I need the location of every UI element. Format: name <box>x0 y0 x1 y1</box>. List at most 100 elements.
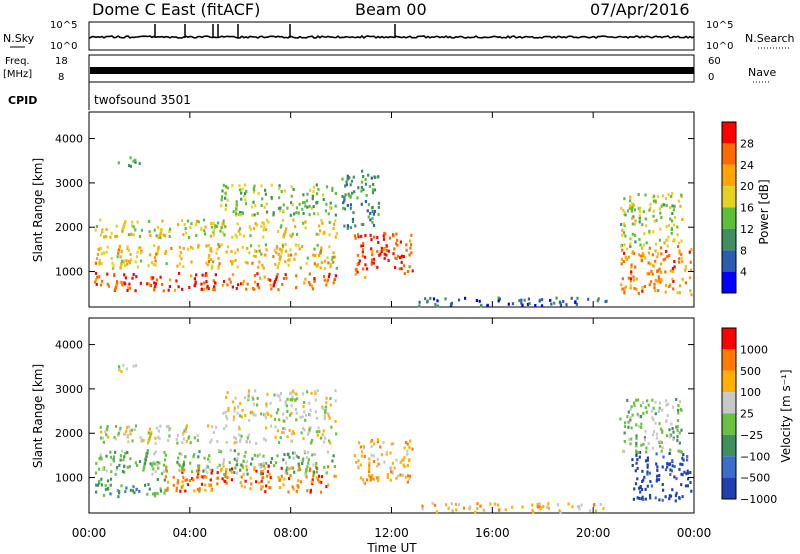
velocity-cell-3 <box>157 435 160 439</box>
power-cell-3 <box>244 198 247 202</box>
power-cell-1 <box>153 256 157 259</box>
velocity-cell-4 <box>324 409 327 413</box>
velocity-cell-8 <box>651 446 655 450</box>
power-cell-5 <box>357 233 360 237</box>
velocity-cell-2 <box>269 460 273 464</box>
velocity-cell-2 <box>98 467 101 471</box>
power-cell-0 <box>94 278 98 282</box>
velocity-cell-2 <box>103 466 106 470</box>
power-cell-0 <box>326 278 329 282</box>
velocity-cell-3 <box>282 427 285 431</box>
power-cell-5 <box>362 241 365 245</box>
velocity-cell-8 <box>680 428 683 432</box>
power-cell-7 <box>678 257 681 261</box>
velocity-cell-4 <box>267 413 270 416</box>
power-cell-2 <box>148 230 151 234</box>
power-cell-3 <box>279 209 282 213</box>
power-cell-1 <box>299 266 302 270</box>
velocity-cell-2 <box>219 450 223 454</box>
power-cell-3 <box>224 196 227 200</box>
velocity-cell-8 <box>644 429 647 433</box>
power-cell-2 <box>285 227 288 231</box>
power-cell-5 <box>356 253 359 257</box>
velocity-cell-1 <box>255 469 258 473</box>
power-cell-1 <box>150 261 153 265</box>
velocity-cell-8 <box>679 450 682 454</box>
power-cell-9 <box>432 297 436 301</box>
velocity-cell-3 <box>235 440 238 444</box>
power-cell-5 <box>398 267 401 271</box>
velocity-cell-9 <box>433 503 437 507</box>
power-cell-8 <box>639 243 642 247</box>
power-cell-5 <box>354 272 357 276</box>
power-cell-1 <box>265 248 268 252</box>
power-cell-0 <box>259 276 262 280</box>
velocity-cell-0 <box>102 493 106 497</box>
velocity-cell-1 <box>198 464 201 468</box>
power-cell-6 <box>367 215 370 219</box>
power-cell-4 <box>117 161 120 165</box>
power-cell-2 <box>237 229 240 233</box>
velocity-cell-9 <box>545 505 548 509</box>
velocity-cell-2 <box>138 460 142 464</box>
velocity-cell-2 <box>289 467 292 470</box>
velocity-cell-6 <box>368 457 371 461</box>
velocity-cell-2 <box>286 472 289 475</box>
velocity-cell-1 <box>260 479 263 483</box>
power-cell-2 <box>281 218 285 222</box>
velocity-cell-7 <box>631 458 634 462</box>
velocity-cell-2 <box>312 470 315 474</box>
freq-band <box>90 67 694 74</box>
power-cell-7 <box>621 277 624 281</box>
power-cell-3 <box>239 211 242 214</box>
velocity-cell-3 <box>278 441 281 445</box>
power-cell-3 <box>304 204 307 208</box>
nsearch-tick-top: 10^5 <box>706 20 733 31</box>
power-cell-7 <box>678 284 682 288</box>
power-cell-9 <box>450 301 453 305</box>
power-cell-3 <box>270 195 273 199</box>
velocity-cell-3 <box>106 435 110 439</box>
velocity-cell-1 <box>333 474 336 478</box>
power-cell-8 <box>652 214 655 218</box>
power-cell-3 <box>277 207 281 210</box>
power-cell-5 <box>395 242 398 246</box>
power-cell-2 <box>294 225 297 229</box>
power-cell-1 <box>129 252 132 256</box>
power-cell-9 <box>498 297 501 301</box>
velocity-cell-1 <box>197 466 200 470</box>
velocity-cell-8 <box>640 425 643 429</box>
power-cell-1 <box>212 260 215 264</box>
velocity-cell-2 <box>98 456 101 460</box>
velocity-data <box>94 363 693 514</box>
power-cell-5 <box>384 232 387 236</box>
velocity-cell-4 <box>286 397 289 401</box>
power-cell-1 <box>273 249 276 252</box>
power-cell-1 <box>258 260 261 264</box>
velocity-cell-4 <box>248 418 251 422</box>
velocity-cell-1 <box>222 464 225 468</box>
velocity-cell-7 <box>646 470 649 474</box>
power-cell-1 <box>335 266 338 270</box>
velocity-cell-4 <box>265 404 268 408</box>
velocity-cell-6 <box>357 465 360 469</box>
power-cell-3 <box>283 189 286 193</box>
velocity-cell-5 <box>118 365 121 369</box>
power-cell-0 <box>153 281 156 285</box>
power-y-axis-label: Slant Range [km] <box>31 158 45 262</box>
velocity-cell-0 <box>133 491 136 495</box>
power-cell-1 <box>328 245 331 249</box>
power-cell-1 <box>282 244 285 248</box>
power-cell-8 <box>662 194 665 198</box>
power-cell-7 <box>651 272 654 276</box>
velocity-cell-8 <box>626 398 629 402</box>
velocity-cell-8 <box>643 438 646 442</box>
velocity-cell-2 <box>298 467 301 471</box>
power-cell-8 <box>663 203 666 207</box>
velocity-cell-4 <box>279 398 282 402</box>
time-tick-label: 00:00 <box>72 526 107 540</box>
power-cell-3 <box>325 202 328 206</box>
velocity-colorbar-swatch <box>722 392 736 414</box>
velocity-cell-8 <box>639 414 643 418</box>
